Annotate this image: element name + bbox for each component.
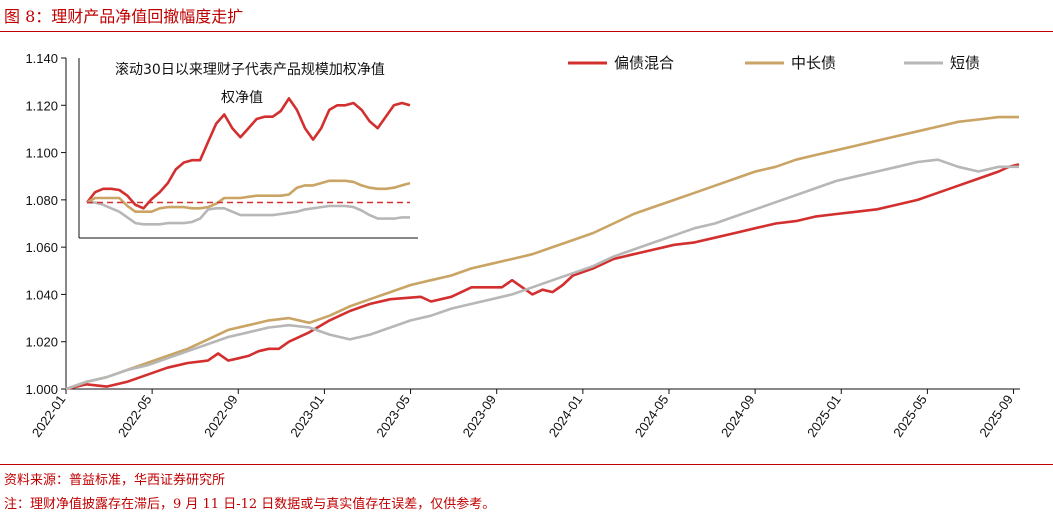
main-series — [65, 115, 1020, 391]
series-line-medium-long — [65, 115, 1019, 391]
legend-label-mixed: 偏债混合 — [614, 54, 674, 72]
x-tick-label: 2022-01 — [29, 392, 69, 440]
y-tick-label: 1.060 — [25, 240, 58, 255]
inset-title-line-1: 滚动30日以来理财子代表产品规模加权净值 — [115, 61, 385, 78]
inset-title-line-2: 权净值 — [221, 90, 263, 106]
legend-item-mixed: 偏债混合 — [568, 54, 674, 72]
x-tick-label: 2025-09 — [976, 392, 1016, 440]
y-tick-label: 1.020 — [25, 335, 58, 350]
source-note: 资料来源：普益标准，华西证券研究所 — [4, 473, 226, 488]
legend-item-short: 短债 — [904, 54, 980, 72]
y-tick-label: 1.100 — [25, 146, 58, 161]
bottom-rule — [0, 464, 1053, 465]
inset-series-line-mixed — [85, 97, 411, 210]
chart-axes: 1.000 1.020 1.040 1.060 1.080 1.100 1.120 1.140… — [25, 51, 1020, 440]
inset-chart: 滚动30日以来理财子代表产品规模加权净值 权净值 — [78, 58, 418, 239]
title-rule — [0, 31, 1053, 32]
y-tick-label: 1.040 — [25, 287, 58, 302]
inset-series-line-medium-long — [86, 179, 411, 213]
series-line-short — [65, 158, 1019, 391]
x-tick-label: 2023-01 — [287, 392, 327, 440]
y-tick-label: 1.080 — [25, 193, 58, 208]
x-tick-label: 2024-01 — [546, 392, 586, 440]
y-tick-label: 1.000 — [25, 382, 58, 397]
disclaimer-note: 注：理财净值披露存在滞后，9 月 11 日-12 日数据或与真实值存在误差，仅供… — [4, 497, 496, 512]
y-tick-label: 1.120 — [25, 98, 58, 113]
y-tick-label: 1.140 — [25, 51, 58, 66]
x-tick-label: 2024-05 — [632, 392, 672, 440]
x-tick-label: 2023-05 — [373, 392, 413, 440]
chart: 1.000 1.020 1.040 1.060 1.080 1.100 1.120 1.140… — [25, 51, 1020, 440]
x-tick-label: 2023-09 — [459, 392, 499, 440]
legend-label-short: 短债 — [950, 54, 980, 72]
legend: 偏债混合 中长债 短债 — [568, 54, 980, 72]
x-tick-label: 2022-09 — [201, 392, 241, 440]
figure-title: 图 8：理财产品净值回撤幅度走扩 — [4, 7, 244, 26]
x-tick-label: 2022-05 — [115, 392, 155, 440]
series-line-mixed — [65, 163, 1020, 391]
x-tick-label: 2025-01 — [804, 392, 844, 440]
legend-item-medium-long: 中长债 — [745, 54, 836, 72]
inset-series-line-short — [87, 201, 410, 226]
x-tick-label: 2024-09 — [718, 392, 758, 440]
legend-label-medium-long: 中长债 — [791, 54, 836, 72]
x-tick-label: 2025-05 — [890, 392, 930, 440]
